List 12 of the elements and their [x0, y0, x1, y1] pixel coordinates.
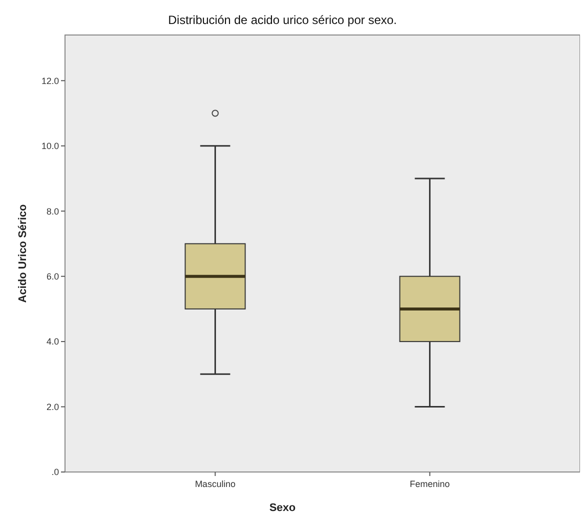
y-tick-label: .0	[51, 467, 59, 478]
x-tick-label: Masculino	[194, 479, 236, 489]
y-tick-label: 2.0	[46, 402, 59, 412]
y-tick-label: 4.0	[46, 336, 59, 347]
y-axis-title: Acido Urico Sérico	[17, 204, 29, 303]
x-tick-label: Femenino	[410, 479, 450, 489]
chart-title: Distribución de acido urico sérico por sexo.	[168, 13, 397, 27]
y-tick-label: 12.0	[41, 76, 59, 86]
y-tick-label: 8.0	[46, 206, 59, 216]
y-tick-label: 6.0	[46, 271, 59, 282]
y-tick-label: 10.0	[41, 141, 59, 152]
x-axis-title: Sexo	[269, 502, 296, 514]
